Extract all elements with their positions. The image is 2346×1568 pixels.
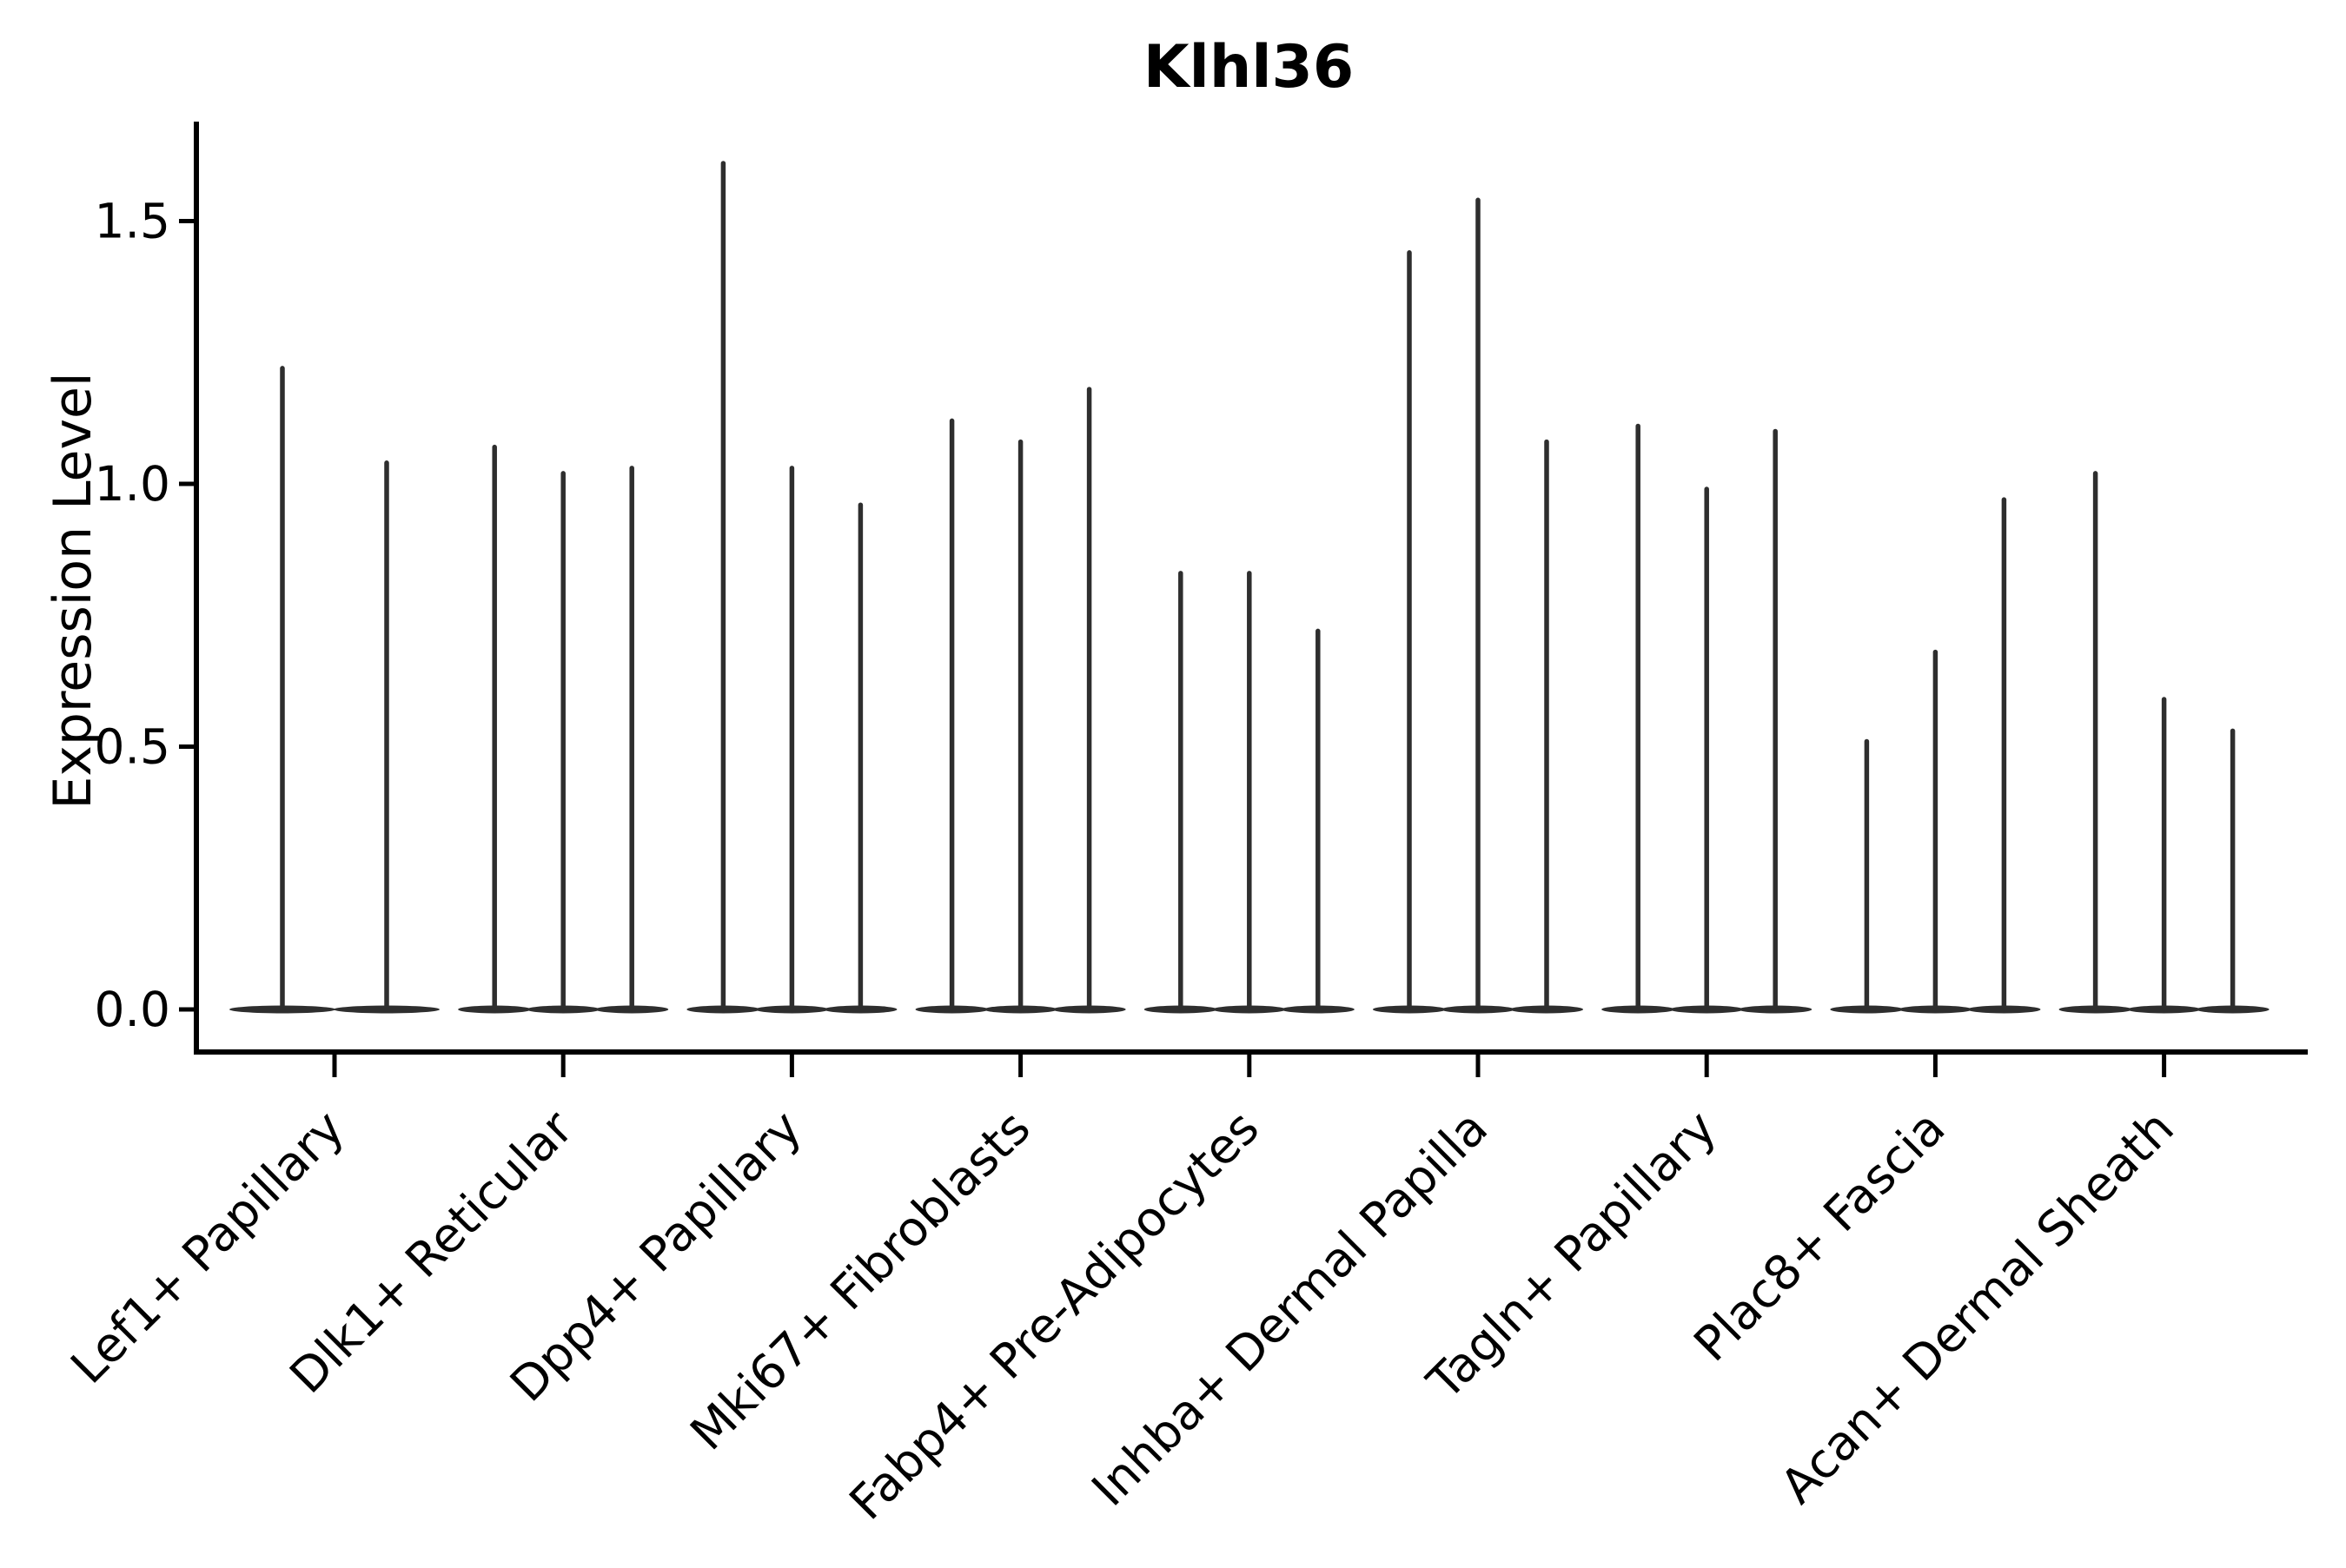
- violin-group: [1373, 197, 1583, 1014]
- y-tick-label: 1.5: [95, 194, 170, 249]
- violin-group: [686, 161, 898, 1014]
- violin-group: [1830, 497, 2041, 1014]
- x-tick-label: Acan+ Dermal Sheath: [1770, 1100, 2184, 1514]
- violin-group: [1143, 571, 1355, 1014]
- x-tick-label: Fabp4+ Pre-Adipocytes: [838, 1100, 1269, 1531]
- violins: [229, 161, 2270, 1014]
- y-tick-label: 0.5: [95, 719, 170, 775]
- y-axis-ticks: 0.0 0.5 1.0 1.5: [95, 194, 194, 1037]
- violin-group: [229, 366, 440, 1014]
- plot-title: Klhl36: [1143, 33, 1354, 102]
- y-tick-label: 1.0: [95, 456, 170, 512]
- violin-group: [2058, 471, 2270, 1014]
- x-tick-label: Inhba+ Dermal Papilla: [1081, 1100, 1498, 1517]
- violin-group: [915, 387, 1126, 1014]
- y-tick-label: 0.0: [95, 982, 170, 1037]
- violin-group: [458, 444, 669, 1014]
- violin-group: [1601, 423, 1813, 1014]
- y-axis-label: Expression Level: [43, 372, 103, 809]
